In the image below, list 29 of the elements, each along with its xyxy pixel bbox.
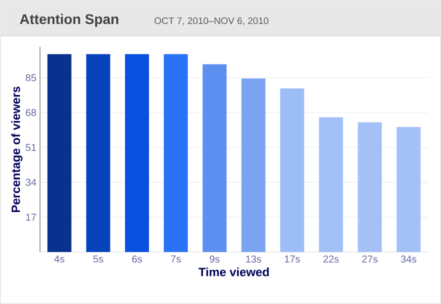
x-tick-label: 27s bbox=[362, 256, 378, 263]
x-tick-label: 6s bbox=[132, 256, 142, 263]
x-tick-label: 7s bbox=[171, 256, 181, 262]
y-tick-label: 34 bbox=[26, 178, 36, 186]
x-tick-label: 13s bbox=[246, 256, 262, 263]
y-tick-label: 68 bbox=[26, 109, 36, 116]
x-axis-title: Time viewed bbox=[198, 267, 269, 276]
y-tick-label: 17 bbox=[26, 214, 36, 221]
y-tick-label: 85 bbox=[26, 74, 36, 82]
bar bbox=[319, 117, 343, 252]
x-tick-label: 4s bbox=[54, 256, 64, 262]
x-tick-label: 5s bbox=[93, 256, 104, 262]
bar bbox=[358, 122, 382, 252]
bar bbox=[202, 64, 227, 252]
x-tick-label: 22s bbox=[323, 256, 339, 263]
chart-subtitle: OCT 7, 2010–NOV 6, 2010 bbox=[154, 17, 268, 26]
bar bbox=[280, 88, 304, 252]
x-tick-label: 34s bbox=[400, 256, 416, 263]
y-tick-label: 51 bbox=[26, 144, 36, 151]
bar bbox=[125, 54, 150, 252]
bar bbox=[86, 54, 110, 252]
x-tick-label: 17s bbox=[284, 256, 300, 262]
bar bbox=[241, 78, 266, 252]
bar bbox=[164, 54, 188, 252]
chart-title: Attention Span bbox=[20, 14, 118, 27]
y-axis-title: Percentage of viewers bbox=[11, 86, 22, 212]
bar bbox=[47, 54, 72, 252]
bar bbox=[396, 126, 421, 252]
x-tick-label: 9s bbox=[210, 256, 220, 263]
